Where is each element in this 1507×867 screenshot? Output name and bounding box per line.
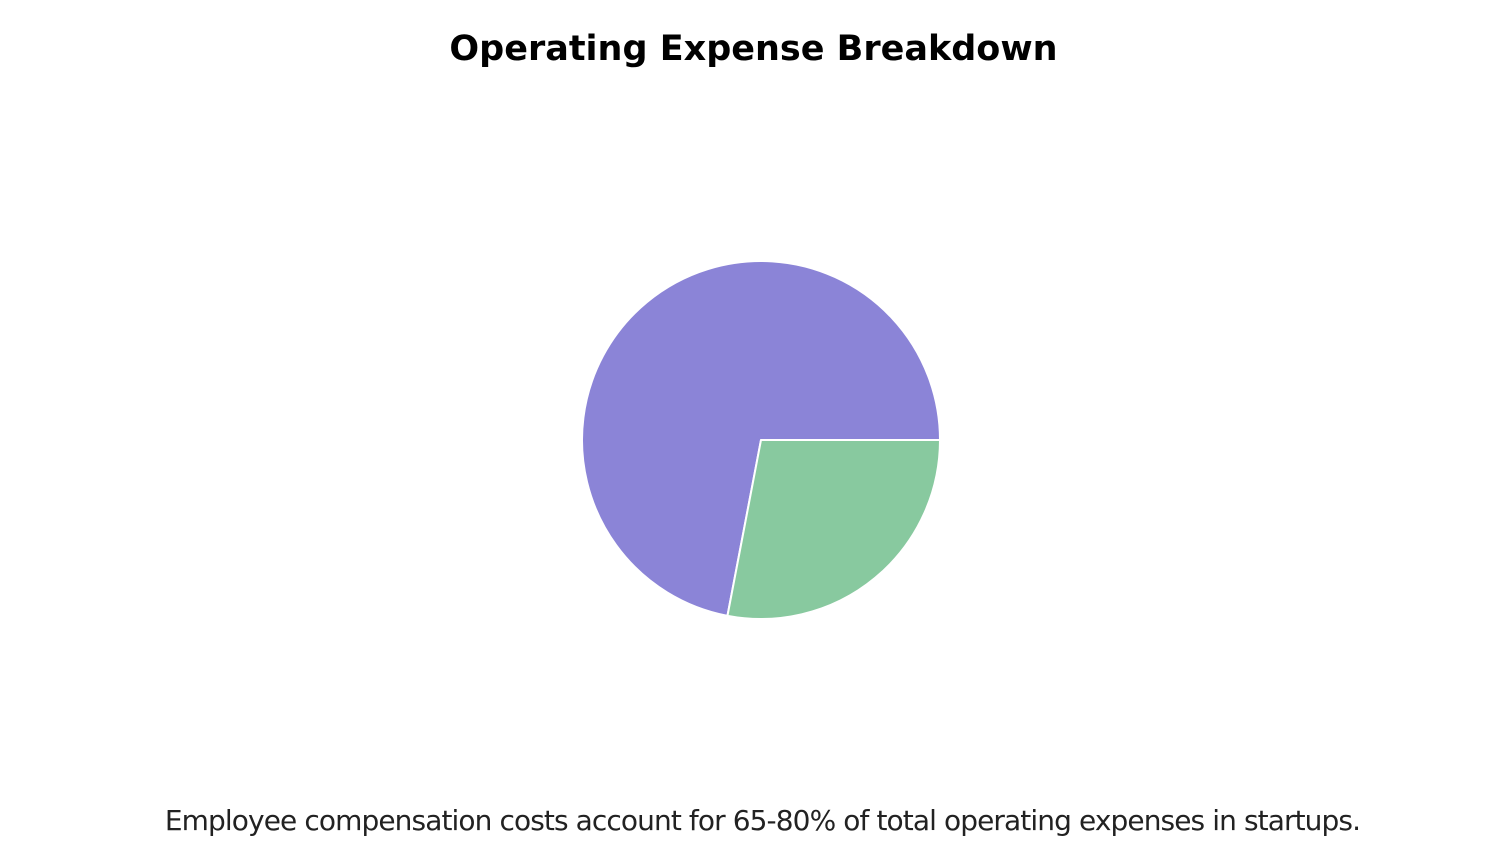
pie-slice-2 (726, 439, 941, 620)
chart-title: Operating Expense Breakdown (449, 29, 1058, 69)
chart-caption: Employee compensation costs account for … (164, 804, 1361, 837)
pie-slice-1 (581, 260, 941, 617)
